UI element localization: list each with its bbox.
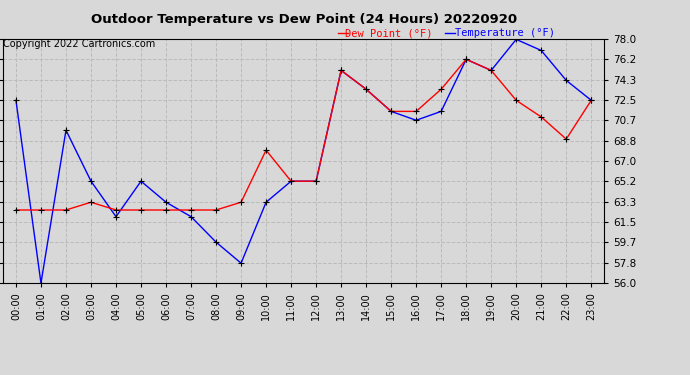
Text: Copyright 2022 Cartronics.com: Copyright 2022 Cartronics.com [3,39,156,50]
Text: Outdoor Temperature vs Dew Point (24 Hours) 20220920: Outdoor Temperature vs Dew Point (24 Hou… [90,13,517,26]
Text: Dew Point (°F): Dew Point (°F) [345,28,433,38]
Text: Temperature (°F): Temperature (°F) [455,28,555,38]
